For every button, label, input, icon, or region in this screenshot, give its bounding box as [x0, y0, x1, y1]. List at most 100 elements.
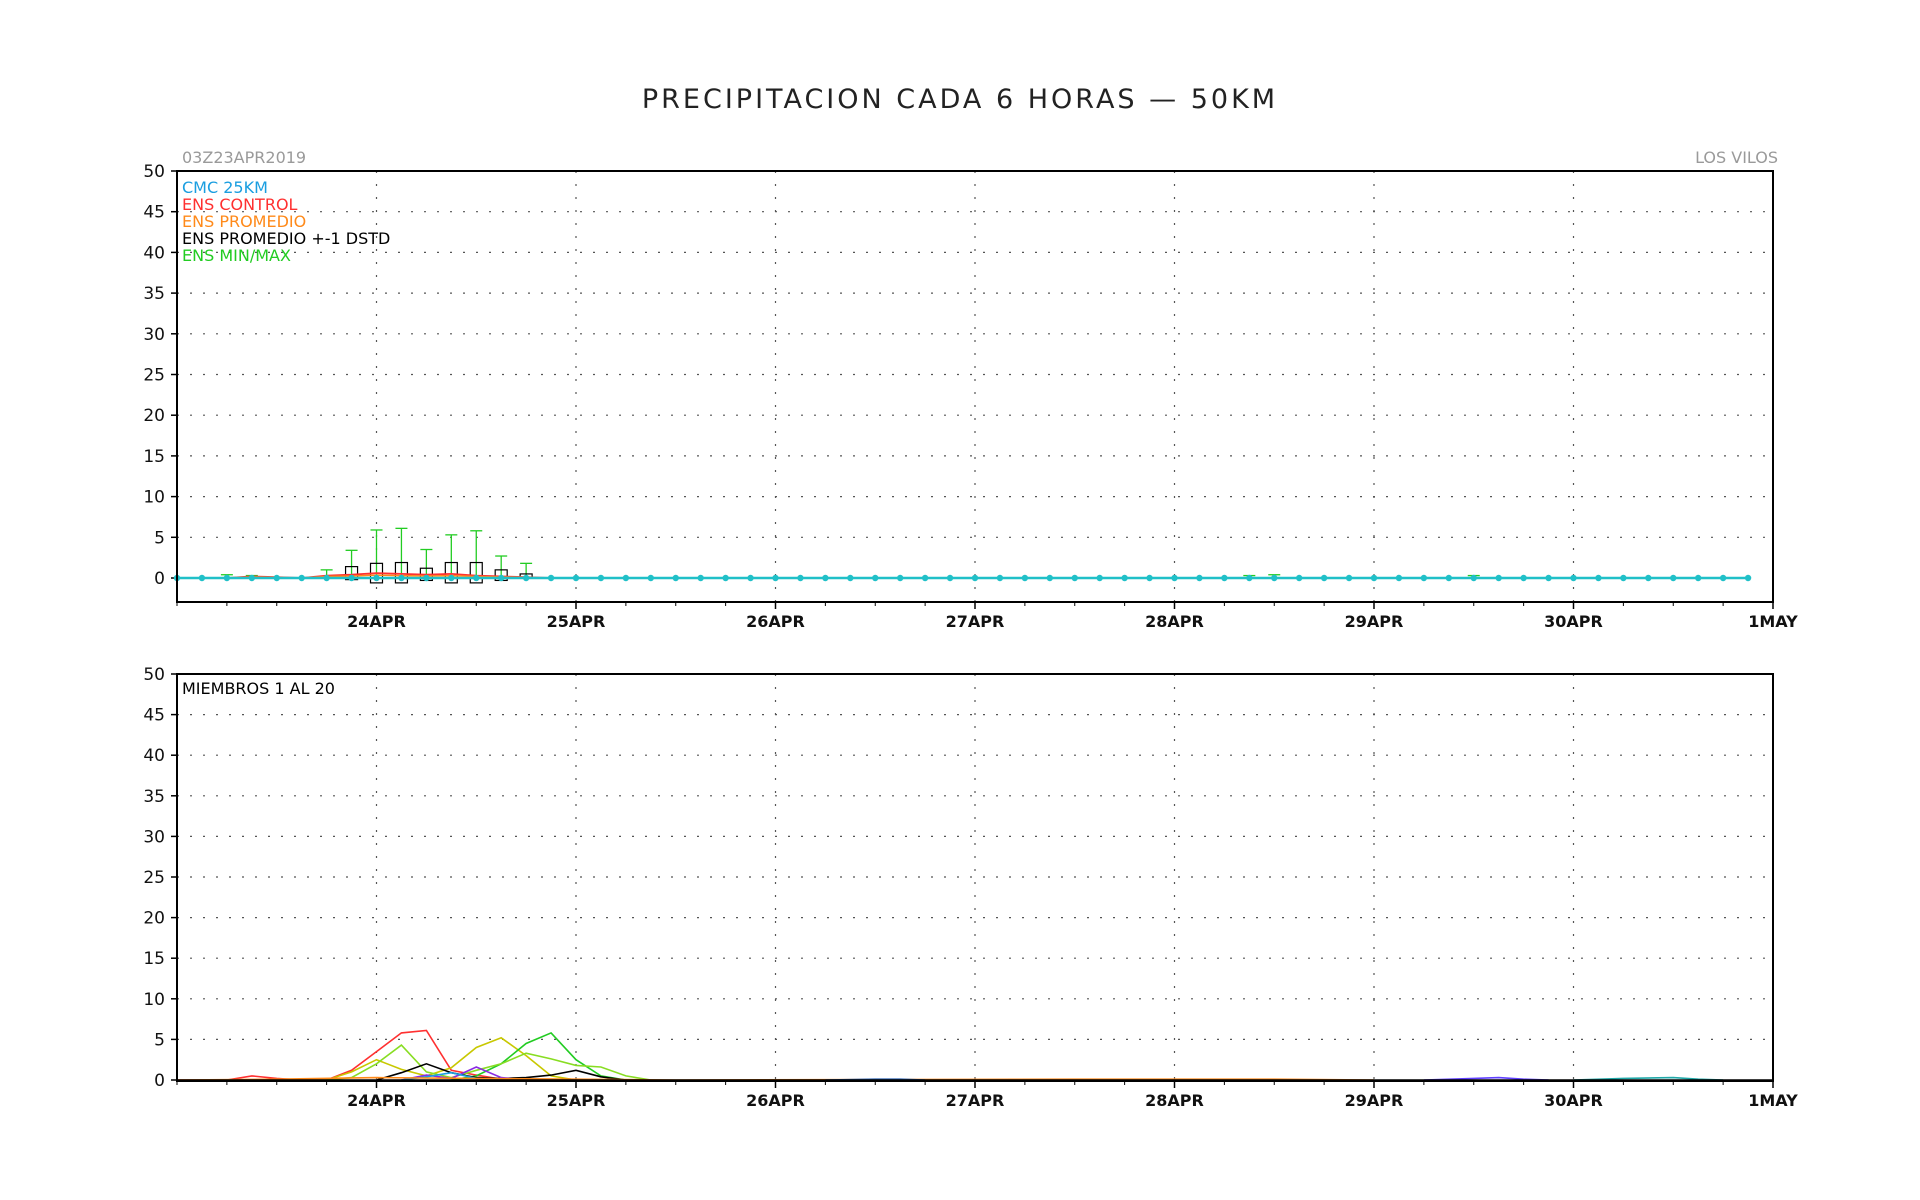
cmc-point — [722, 574, 729, 582]
legend-entry: ENS PROMEDIO +-1 DSTD — [182, 229, 390, 248]
x-tick-label: 24APR — [347, 612, 406, 631]
cmc-point — [248, 574, 256, 582]
cmc-point — [1495, 574, 1502, 582]
cmc-point — [1146, 574, 1153, 582]
location-label: LOS VILOS — [1695, 148, 1778, 167]
cmc-point — [847, 574, 854, 582]
x-tick-label: 28APR — [1145, 1091, 1204, 1110]
member-line — [301, 1036, 577, 1081]
cmc-point — [622, 574, 630, 582]
y-tick-label: 45 — [143, 706, 165, 726]
members-label: MIEMBROS 1 AL 20 — [182, 679, 335, 698]
cmc-point — [1021, 574, 1029, 582]
cmc-point — [1071, 574, 1078, 582]
cmc-point — [1620, 574, 1627, 582]
cmc-point — [348, 574, 355, 582]
chart-title: PRECIPITACION CADA 6 HORAS — 50KM — [642, 84, 1278, 115]
x-tick-label: 25APR — [547, 612, 606, 631]
cmc-point — [1295, 574, 1303, 582]
legend-entry: ENS PROMEDIO — [182, 212, 306, 231]
x-tick-label: 30APR — [1544, 612, 1603, 631]
legend-entry: ENS CONTROL — [182, 195, 298, 214]
y-tick-label: 40 — [143, 243, 165, 263]
cmc-point — [647, 574, 655, 582]
cmc-point — [373, 574, 380, 582]
x-tick-label: 29APR — [1345, 612, 1404, 631]
cmc-point — [323, 574, 330, 582]
init-time-label: 03Z23APR2019 — [182, 148, 306, 167]
cmc-point — [1420, 574, 1428, 582]
cmc-point — [473, 574, 480, 582]
y-tick-label: 15 — [143, 447, 165, 467]
x-tick-label: 30APR — [1544, 1091, 1603, 1110]
std-box — [394, 561, 409, 584]
cmc-point — [1670, 574, 1677, 582]
cmc-point — [747, 574, 754, 582]
cmc-point — [1719, 574, 1727, 582]
cmc-point — [497, 574, 505, 582]
cmc-point — [1470, 574, 1477, 582]
x-tick-label: 1MAY — [1748, 612, 1798, 631]
legend-entry: CMC 25KM — [182, 178, 268, 197]
cmc-point — [198, 574, 206, 582]
cmc-point — [1545, 574, 1552, 582]
cmc-point — [797, 574, 804, 582]
x-tick-label: 26APR — [746, 612, 805, 631]
cmc-point — [772, 574, 779, 582]
y-tick-label: 25 — [143, 366, 165, 386]
x-tick-label: 27APR — [946, 1091, 1005, 1110]
std-box — [444, 561, 458, 584]
cmc-point — [896, 574, 904, 582]
y-tick-label: 0 — [154, 569, 165, 589]
cmc-point — [597, 574, 605, 582]
y-tick-label: 10 — [143, 488, 165, 508]
cmc-point — [547, 574, 555, 582]
y-tick-label: 20 — [143, 406, 165, 426]
y-tick-label: 30 — [143, 827, 165, 847]
member-line — [177, 1029, 576, 1081]
std-box — [469, 561, 483, 584]
x-tick-label: 1MAY — [1748, 1091, 1798, 1110]
y-tick-label: 40 — [143, 746, 165, 766]
cmc-point — [1046, 574, 1054, 582]
cmc-point — [822, 574, 829, 582]
member-line — [176, 1076, 1375, 1081]
y-tick-label: 10 — [143, 990, 165, 1010]
cmc-point — [1520, 574, 1527, 582]
cmc-point — [1445, 574, 1453, 582]
cmc-point — [1171, 574, 1178, 582]
plot-frame — [176, 170, 1774, 603]
y-tick-label: 15 — [143, 949, 165, 969]
y-tick-label: 20 — [143, 909, 165, 929]
cmc-point — [672, 574, 679, 582]
cmc-point — [1744, 574, 1752, 582]
cmc-point — [273, 574, 280, 582]
y-tick-label: 35 — [143, 284, 165, 304]
x-tick-label: 26APR — [746, 1091, 805, 1110]
cmc-point — [398, 574, 405, 582]
cmc-point — [996, 574, 1004, 582]
cmc-point — [1645, 574, 1652, 582]
cmc-point — [946, 574, 954, 582]
y-tick-label: 0 — [154, 1071, 165, 1091]
cmc-point — [1694, 574, 1702, 582]
y-tick-label: 5 — [154, 1030, 165, 1050]
cmc-point — [872, 574, 879, 582]
cmc-point — [1395, 574, 1403, 582]
x-tick-label: 24APR — [347, 1091, 406, 1110]
cmc-point — [1271, 574, 1278, 582]
cmc-point — [1345, 574, 1353, 582]
x-tick-label: 27APR — [946, 612, 1005, 631]
cmc-point — [1121, 574, 1128, 582]
cmc-point — [971, 574, 979, 582]
x-tick-label: 25APR — [547, 1091, 606, 1110]
legend-entry: ENS MIN/MAX — [182, 246, 291, 265]
y-tick-label: 5 — [154, 528, 165, 548]
y-tick-label: 45 — [143, 203, 165, 223]
y-tick-label: 50 — [143, 162, 165, 182]
cmc-point — [1320, 574, 1328, 582]
cmc-point — [1570, 574, 1577, 582]
plot-frame — [176, 673, 1774, 1082]
